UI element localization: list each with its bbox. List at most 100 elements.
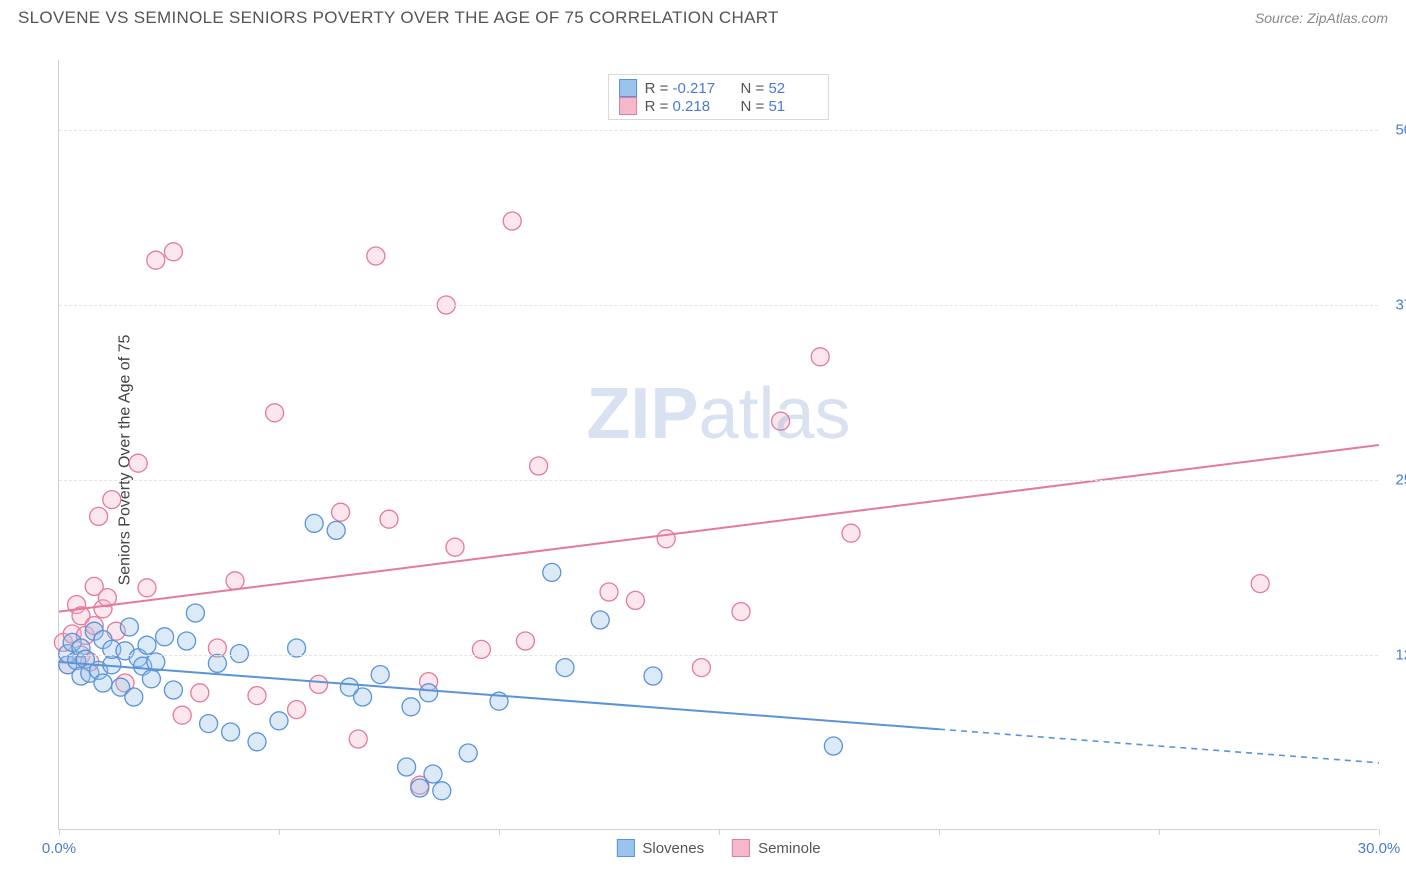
data-point-slovenes <box>222 723 240 741</box>
data-point-slovenes <box>208 654 226 672</box>
data-point-slovenes <box>164 681 182 699</box>
data-point-seminole <box>657 530 675 548</box>
data-point-seminole <box>530 457 548 475</box>
chart-container: Seniors Poverty Over the Age of 75 ZIPat… <box>18 46 1388 874</box>
data-point-slovenes <box>186 604 204 622</box>
data-point-seminole <box>266 404 284 422</box>
x-tick <box>719 829 720 835</box>
r-value-seminole: 0.218 <box>673 98 723 115</box>
data-point-slovenes <box>459 744 477 762</box>
x-tick <box>499 829 500 835</box>
legend-item-slovenes: Slovenes <box>616 839 704 857</box>
x-tick-label: 30.0% <box>1358 840 1401 857</box>
x-tick <box>279 829 280 835</box>
legend-swatch-seminole <box>619 97 637 115</box>
data-point-seminole <box>600 583 618 601</box>
data-point-slovenes <box>94 674 112 692</box>
data-point-seminole <box>446 538 464 556</box>
data-point-seminole <box>332 503 350 521</box>
correlation-legend: R = -0.217 N = 52 R = 0.218 N = 51 <box>608 74 830 120</box>
data-point-slovenes <box>371 666 389 684</box>
data-point-slovenes <box>433 782 451 800</box>
trendline-seminole <box>59 445 1379 612</box>
legend-swatch-icon <box>732 839 750 857</box>
data-point-slovenes <box>402 698 420 716</box>
legend-item-seminole: Seminole <box>732 839 821 857</box>
data-point-seminole <box>380 510 398 528</box>
plot-area: ZIPatlas R = -0.217 N = 52 R = 0.218 N =… <box>58 60 1378 830</box>
data-point-slovenes <box>398 758 416 776</box>
y-tick-label: 50.0% <box>1384 122 1406 139</box>
data-point-seminole <box>129 454 147 472</box>
y-tick-label: 12.5% <box>1384 647 1406 664</box>
data-point-slovenes <box>543 563 561 581</box>
data-point-slovenes <box>354 688 372 706</box>
data-point-seminole <box>288 701 306 719</box>
n-label: N = <box>741 80 769 97</box>
data-point-seminole <box>138 579 156 597</box>
data-point-seminole <box>811 348 829 366</box>
data-point-seminole <box>1251 575 1269 593</box>
plot-svg <box>59 60 1378 829</box>
data-point-slovenes <box>824 737 842 755</box>
series-legend: Slovenes Seminole <box>616 839 820 857</box>
n-label: N = <box>741 98 769 115</box>
data-point-slovenes <box>230 645 248 663</box>
gridline <box>59 305 1378 306</box>
data-point-slovenes <box>591 611 609 629</box>
data-point-seminole <box>173 706 191 724</box>
correlation-legend-row: R = 0.218 N = 51 <box>619 97 819 115</box>
data-point-slovenes <box>305 514 323 532</box>
legend-label: Seminole <box>758 840 821 857</box>
n-value-seminole: 51 <box>768 98 818 115</box>
data-point-seminole <box>226 572 244 590</box>
n-value-slovenes: 52 <box>768 80 818 97</box>
x-tick <box>1159 829 1160 835</box>
data-point-seminole <box>90 507 108 525</box>
data-point-slovenes <box>200 715 218 733</box>
y-tick-label: 37.5% <box>1384 297 1406 314</box>
data-point-slovenes <box>556 659 574 677</box>
x-tick-label: 0.0% <box>42 840 76 857</box>
data-point-seminole <box>772 412 790 430</box>
gridline <box>59 655 1378 656</box>
data-point-slovenes <box>178 632 196 650</box>
data-point-slovenes <box>125 688 143 706</box>
data-point-slovenes <box>424 765 442 783</box>
data-point-seminole <box>626 591 644 609</box>
data-point-slovenes <box>142 670 160 688</box>
data-point-slovenes <box>120 618 138 636</box>
legend-swatch-icon <box>616 839 634 857</box>
trendline-extrap-slovenes <box>939 729 1379 763</box>
data-point-seminole <box>732 603 750 621</box>
x-tick <box>59 829 60 835</box>
data-point-slovenes <box>156 628 174 646</box>
gridline <box>59 130 1378 131</box>
legend-label: Slovenes <box>642 840 704 857</box>
x-tick <box>1379 829 1380 835</box>
data-point-seminole <box>349 730 367 748</box>
legend-swatch-slovenes <box>619 79 637 97</box>
data-point-slovenes <box>411 779 429 797</box>
data-point-seminole <box>692 659 710 677</box>
chart-title: SLOVENE VS SEMINOLE SENIORS POVERTY OVER… <box>18 8 779 28</box>
data-point-seminole <box>248 687 266 705</box>
data-point-slovenes <box>248 733 266 751</box>
data-point-slovenes <box>420 684 438 702</box>
data-point-seminole <box>516 632 534 650</box>
data-point-seminole <box>147 251 165 269</box>
data-point-seminole <box>164 243 182 261</box>
r-value-slovenes: -0.217 <box>673 80 723 97</box>
data-point-seminole <box>842 524 860 542</box>
data-point-slovenes <box>138 636 156 654</box>
data-point-seminole <box>503 212 521 230</box>
x-tick <box>939 829 940 835</box>
r-label: R = <box>645 80 673 97</box>
data-point-slovenes <box>644 667 662 685</box>
gridline <box>59 480 1378 481</box>
data-point-slovenes <box>270 712 288 730</box>
data-point-seminole <box>103 491 121 509</box>
data-point-seminole <box>367 247 385 265</box>
source-attribution: Source: ZipAtlas.com <box>1255 10 1388 26</box>
data-point-seminole <box>191 684 209 702</box>
